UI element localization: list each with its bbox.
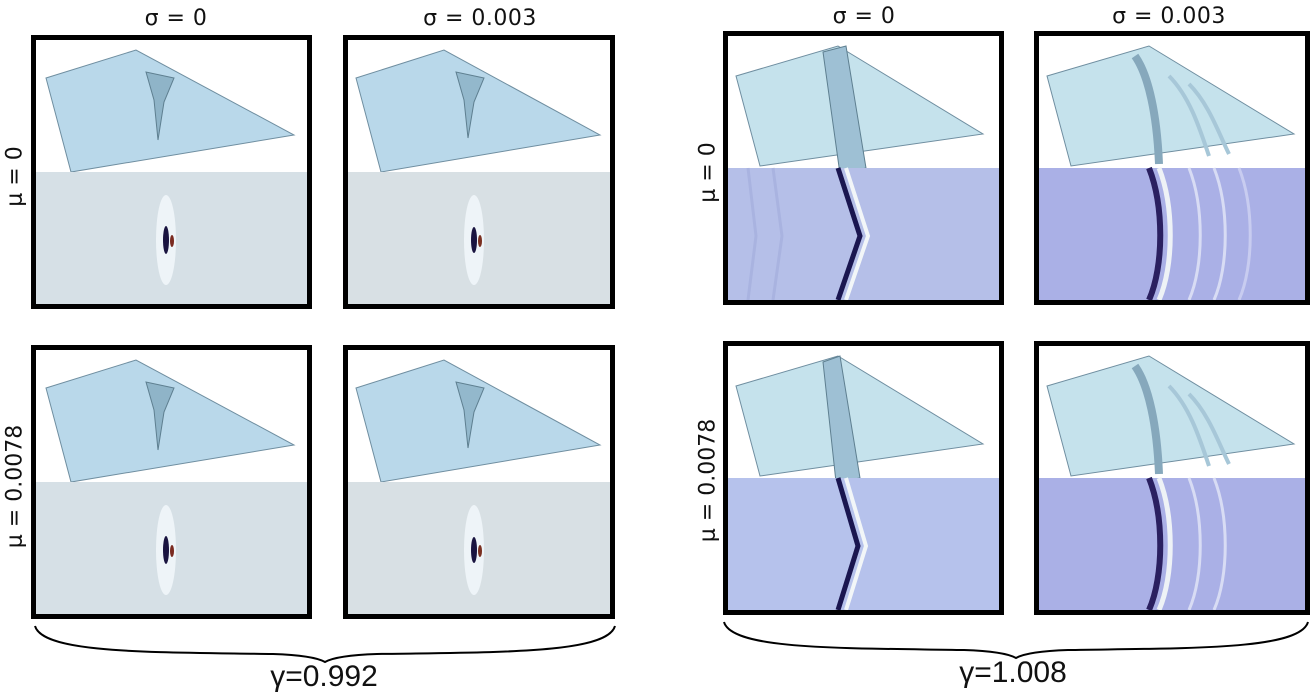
group-brace-left <box>33 624 617 664</box>
surface-plot <box>46 360 294 482</box>
surface-plot <box>1047 356 1294 476</box>
panel-right-mu0-sigma0 <box>723 31 1004 305</box>
panel-right-mu00078-sigma0003 <box>1034 341 1310 615</box>
density-core <box>471 227 477 253</box>
column-label-sigma-0003-left: σ = 0.003 <box>380 6 580 31</box>
surface-plot <box>356 360 600 482</box>
surface-plot <box>356 50 600 172</box>
panel-left-mu0-sigma0 <box>31 35 312 309</box>
row-label-mu-00078-right: μ = 0.0078 <box>696 381 721 581</box>
surface-plot <box>46 50 294 172</box>
panel-right-mu00078-sigma0 <box>723 341 1004 615</box>
column-label-sigma-0-right: σ = 0 <box>764 4 964 29</box>
density-core <box>471 537 477 563</box>
density-core-secondary <box>478 545 482 557</box>
row-label-mu-0-right: μ = 0 <box>696 73 721 273</box>
gamma-label-left: γ=0.992 <box>224 660 424 694</box>
gamma-label-right: γ=1.008 <box>913 656 1113 690</box>
panel-left-mu0-sigma0003 <box>343 35 615 309</box>
panel-left-mu00078-sigma0003 <box>343 345 615 619</box>
surface-plot <box>736 356 983 476</box>
density-map <box>728 168 999 300</box>
density-core-secondary <box>478 235 482 247</box>
density-core-secondary <box>170 235 174 247</box>
column-label-sigma-0-left: σ = 0 <box>76 6 276 31</box>
row-label-mu-00078-left: μ = 0.0078 <box>3 387 28 587</box>
panel-left-mu00078-sigma0 <box>31 345 312 619</box>
panel-right-mu0-sigma0003 <box>1034 31 1310 305</box>
row-label-mu-0-left: μ = 0 <box>3 77 28 277</box>
column-label-sigma-0003-right: σ = 0.003 <box>1069 4 1269 29</box>
density-core <box>163 226 169 254</box>
density-core-secondary <box>170 545 174 557</box>
group-brace-right <box>722 620 1310 660</box>
surface-plot <box>1047 46 1294 166</box>
density-core <box>163 536 169 564</box>
